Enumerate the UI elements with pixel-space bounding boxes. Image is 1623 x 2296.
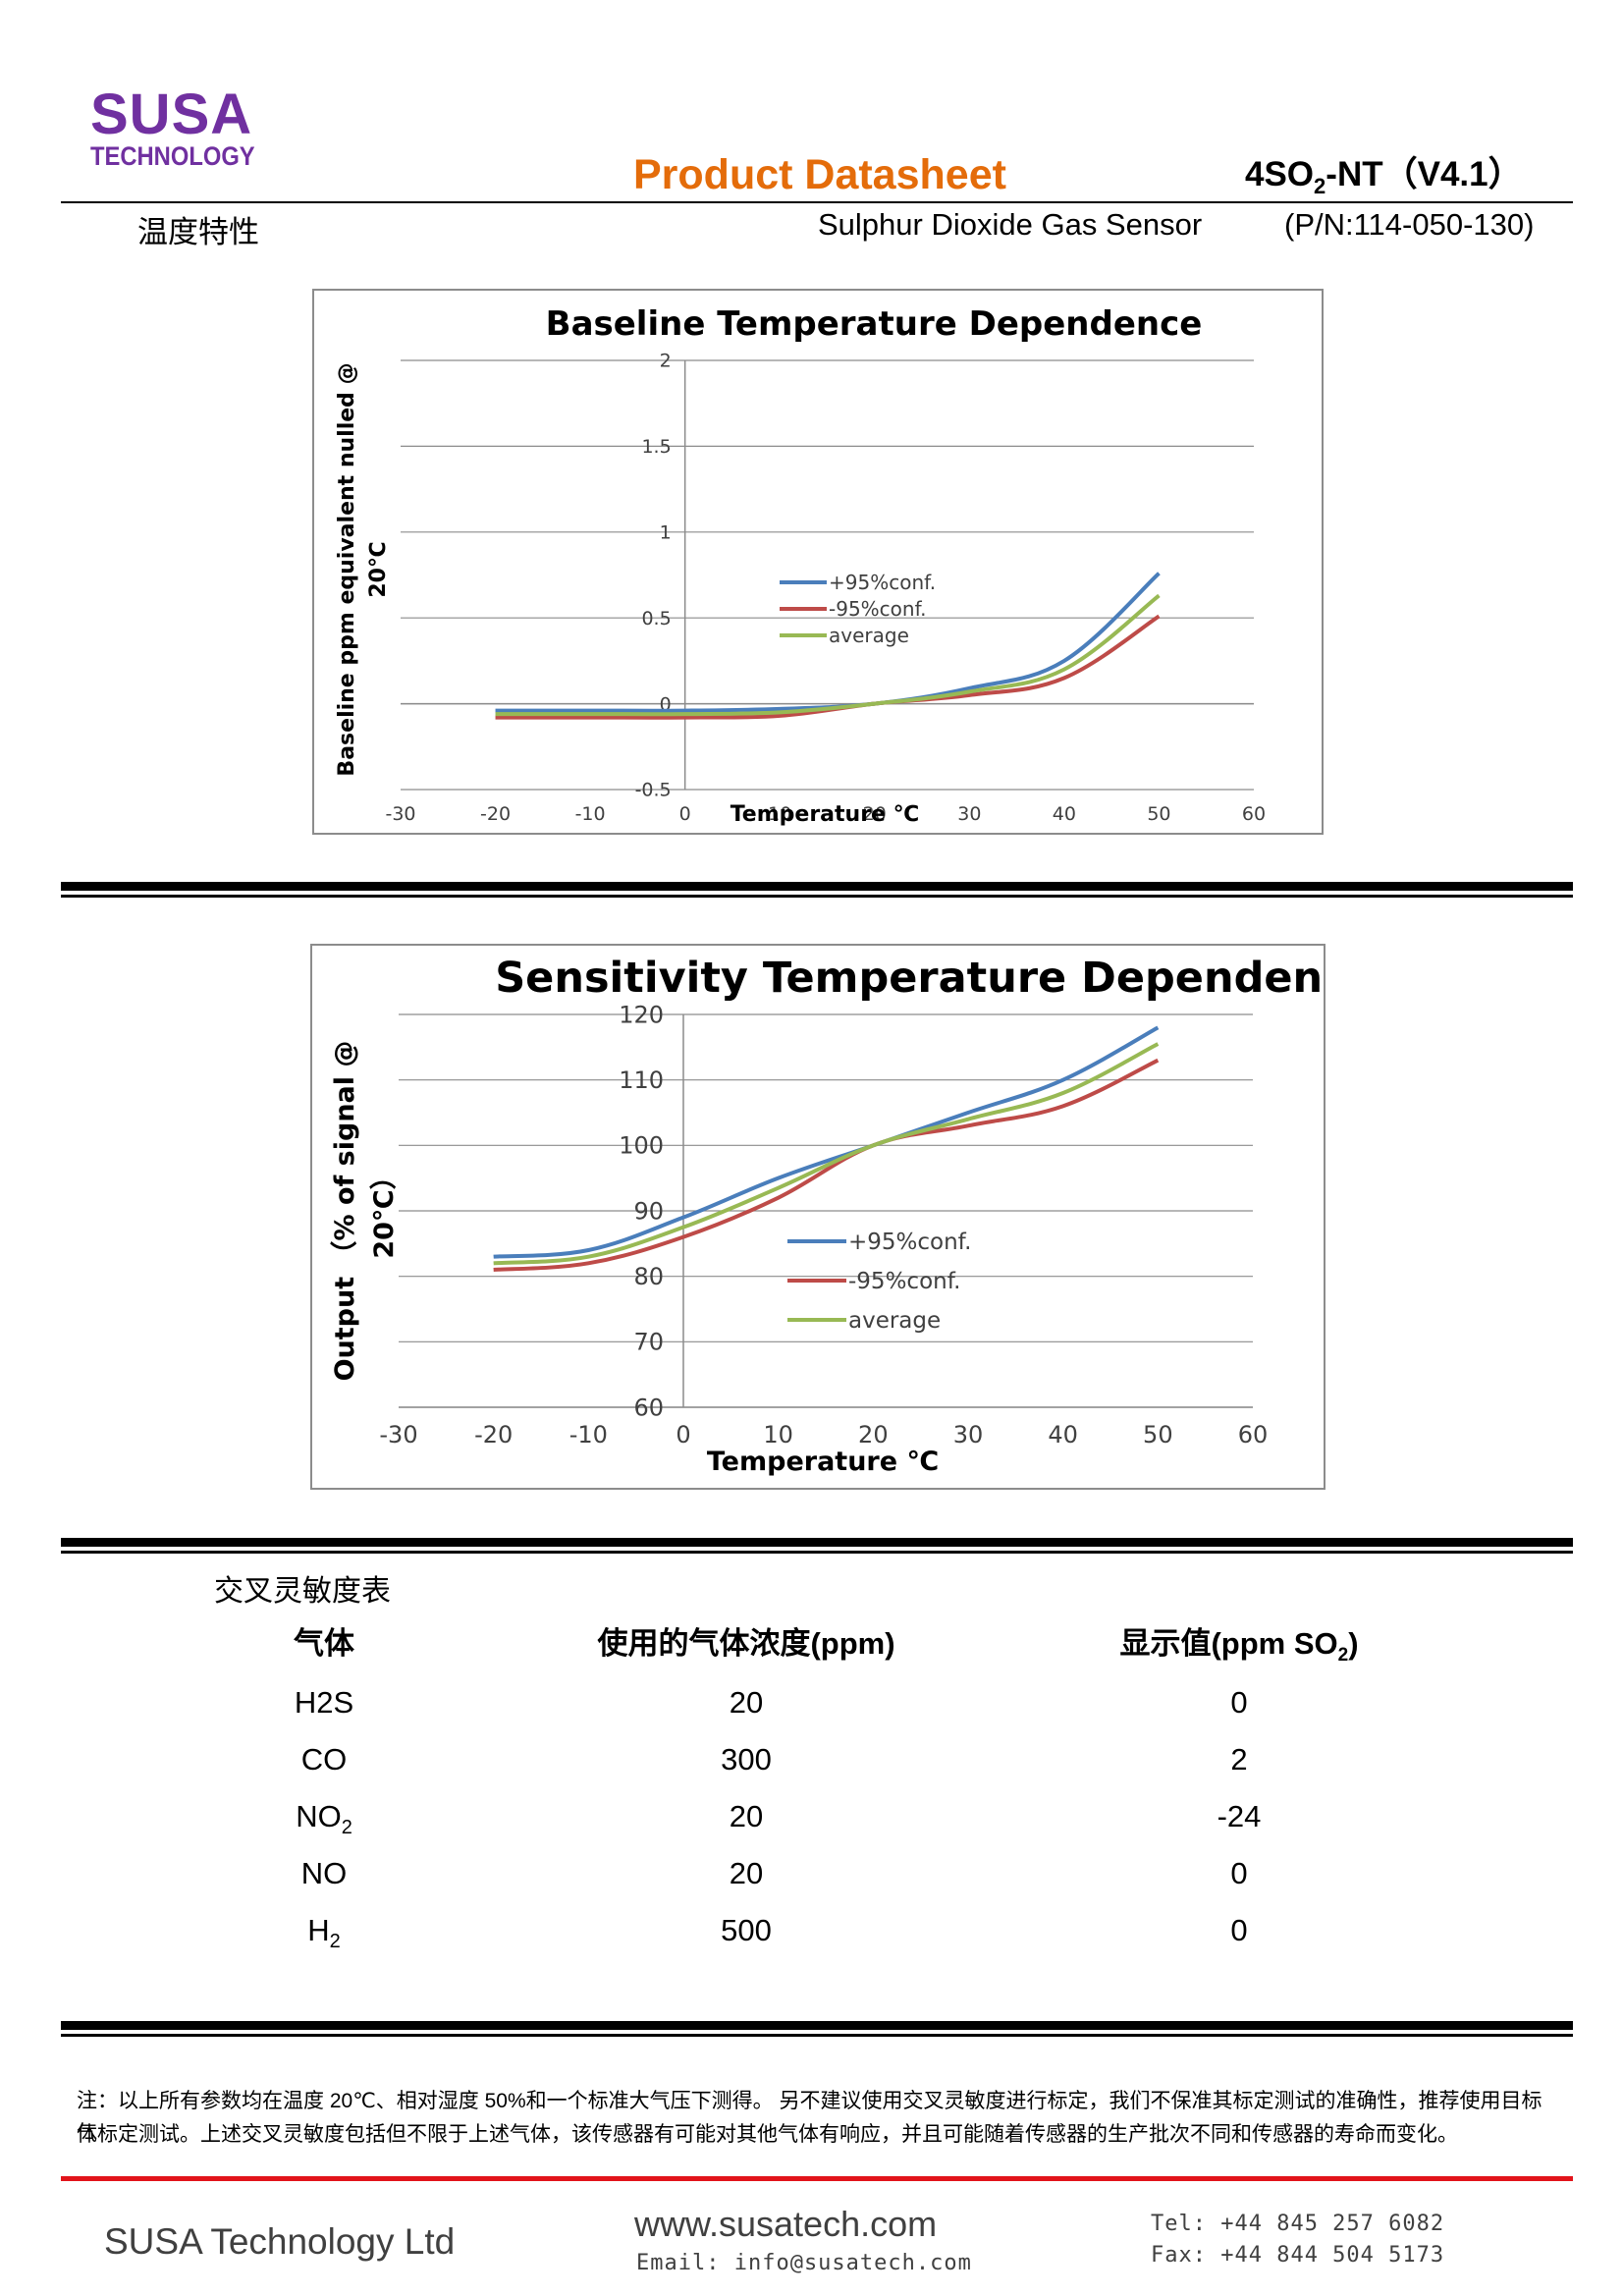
y-tick-label: 1 [660,521,672,543]
table-cell-gas: H2S [294,1685,354,1720]
legend-label: -95%conf. [829,597,927,621]
table-cell-concentration: 20 [729,1856,764,1890]
y-tick-label: 120 [619,1001,664,1028]
y-tick-label: 2 [660,351,672,372]
y-tick-label: 100 [619,1132,664,1160]
footnote-line-1: 注：以上所有参数均在温度 20℃、相对湿度 50%和一个标准大气压下测得。 另不… [77,2090,1542,2145]
series-line [495,614,1161,720]
series-line [495,572,1161,713]
footer-telephone: Tel: +44 845 257 6082 [1151,2212,1445,2236]
company-logo: SUSA [90,82,253,146]
x-tick-label: -10 [569,1421,608,1449]
series-line [495,593,1161,717]
chart-title: Baseline Temperature Dependence [546,304,1203,344]
x-tick-label: 0 [679,803,691,825]
y-tick-label: 110 [619,1066,664,1094]
x-tick-label: 10 [763,1421,793,1449]
y-axis-label-unit: 20℃ [366,541,391,597]
table-cell-reading: 2 [1230,1742,1248,1777]
table-cell-gas: CO [300,1742,348,1777]
column-header-gas: 气体 [294,1626,354,1661]
x-tick-label: -20 [474,1421,513,1449]
legend-label: average [829,624,909,647]
y-axis-label: Output （% of signal @ [330,1041,360,1382]
x-tick-label: 0 [676,1421,690,1449]
table-cell-reading: 0 [1230,1913,1248,1947]
section-divider-thin [61,1551,1573,1554]
x-tick-label: 60 [1238,1421,1269,1449]
section-divider-thin [61,2034,1573,2037]
series-line [493,1025,1160,1259]
x-tick-label: 10 [768,803,791,825]
x-tick-label: 30 [953,1421,984,1449]
section-divider-thick [61,2021,1573,2030]
table-cell-reading: -24 [1217,1799,1262,1833]
series-line [493,1058,1160,1272]
section-title: 温度特性 [137,215,259,249]
sensitivity-chart: 60 70 80 90 100 110 120 -30 -20 -10 0 10 20 30 40 50 60 +… [330,954,1377,1477]
column-header-concentration: 使用的气体浓度(ppm) [597,1626,895,1661]
footer-company: SUSA Technology Ltd [104,2221,456,2262]
x-tick-label: -30 [385,803,415,825]
x-tick-label: 40 [1048,1421,1078,1449]
header-divider [61,201,1573,203]
footer-website-link[interactable]: www.susatech.com [634,2204,938,2244]
y-tick-label: 90 [633,1197,664,1225]
product-subtitle: Sulphur Dioxide Gas Sensor [818,207,1203,242]
section-divider-thin [61,895,1573,898]
y-tick-label: -0.5 [635,780,672,801]
x-axis-label: Temperature ℃ [707,1447,939,1477]
sensitivity-chart-frame: 60 70 80 90 100 110 120 -30 -20 -10 0 10 20 30 40 50 60 +… [310,944,1377,1490]
y-tick-label: 80 [633,1263,664,1290]
cross-sensitivity-caption: 交叉灵敏度表 [214,1575,391,1608]
table-cell-gas: NO [300,1856,348,1890]
footer-divider [61,2176,1573,2181]
series-line [493,1042,1160,1266]
column-header-reading: 显示值(ppm SO2) [1119,1626,1359,1667]
x-tick-label: 50 [1143,1421,1173,1449]
table-cell-reading: 0 [1230,1856,1248,1890]
table-cell-concentration: 300 [721,1742,772,1777]
y-axis-label: Baseline ppm equivalent nulled @ [335,362,359,776]
x-tick-label: 40 [1053,803,1076,825]
x-tick-label: 60 [1242,803,1266,825]
table-cell-concentration: 500 [721,1913,772,1947]
legend-label: +95%conf. [848,1230,971,1255]
baseline-chart-frame: -0.5 0 0.5 1 1.5 2 -30 -20 -10 0 10 20 30 40 50 60 +95%c… [312,289,1324,835]
y-tick-label: 1.5 [641,436,671,458]
document-title: Product Datasheet [633,151,1006,198]
x-tick-label: 30 [957,803,981,825]
chart-title: Sensitivity Temperature Dependence [495,954,1324,1003]
x-tick-label: -20 [480,803,511,825]
legend-label: -95%conf. [848,1269,960,1294]
footer-fax: Fax: +44 844 504 5173 [1151,2243,1445,2268]
x-tick-label: -10 [575,803,606,825]
section-divider-thick [61,1538,1573,1547]
y-tick-label: 70 [633,1329,664,1356]
legend-label: +95%conf. [829,571,936,594]
x-tick-label: 20 [863,803,887,825]
y-axis-label-unit: 20℃） [369,1163,400,1258]
baseline-chart: -0.500.511.52-30 -20 -10 0 10 20 30 40 50 60+95%c… [335,304,1266,827]
x-axis-label: Temperature ℃ [730,802,920,827]
part-number: (P/N:114-050-130) [1284,207,1535,242]
x-tick-label: -30 [379,1421,417,1449]
footer-email-link[interactable]: Email: info@susatech.com [636,2251,972,2275]
y-tick-label: 60 [633,1394,664,1421]
table-cell-gas: H2 [307,1913,341,1953]
section-divider-thick [61,882,1573,891]
table-cell-gas: NO2 [296,1799,352,1839]
table-cell-concentration: 20 [729,1685,764,1720]
y-tick-label: 0.5 [641,608,671,629]
table-cell-reading: 0 [1230,1685,1248,1720]
model-number: 4SO2-NT（V4.1） [1245,155,1523,198]
x-tick-label: 20 [858,1421,889,1449]
legend-label: average [848,1308,941,1334]
x-tick-label: 50 [1147,803,1170,825]
footnote-line-2: 体标定测试。上述交叉灵敏度包括但不限于上述气体，该传感器有可能对其他气体有响应，… [77,2123,1458,2146]
table-cell-concentration: 20 [729,1799,764,1833]
company-logo-subtitle: TECHNOLOGY [90,141,255,171]
